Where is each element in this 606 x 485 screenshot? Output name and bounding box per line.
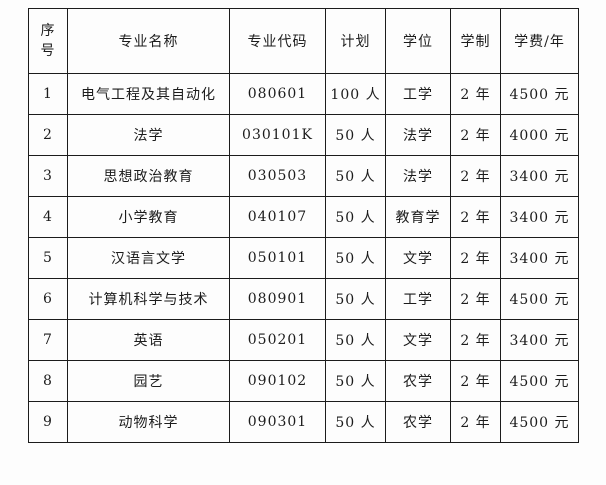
table-row: 8 园艺 090102 50 人 农学 2 年 4500 元: [28, 360, 579, 402]
cell-no: 9: [28, 401, 68, 443]
table-row: 4 小学教育 040107 50 人 教育学 2 年 3400 元: [28, 196, 579, 238]
cell-no: 4: [28, 196, 68, 238]
cell-major-code: 040107: [229, 196, 326, 238]
majors-table-container: 序号 专业名称 专业代码 计划 学位 学制 学费/年 1 电气工程及其自动化 0…: [28, 8, 579, 443]
table-row: 6 计算机科学与技术 080901 50 人 工学 2 年 4500 元: [28, 278, 579, 320]
cell-fee: 3400 元: [500, 155, 579, 197]
cell-major-name: 计算机科学与技术: [67, 278, 230, 320]
cell-no: 8: [28, 360, 68, 402]
cell-major-code: 030101K: [229, 114, 326, 156]
cell-major-name: 法学: [67, 114, 230, 156]
cell-major-code: 090301: [229, 401, 326, 443]
cell-plan: 50 人: [325, 237, 386, 279]
cell-major-name: 园艺: [67, 360, 230, 402]
header-cell-fee: 学费/年: [500, 8, 579, 74]
cell-degree: 文学: [385, 237, 451, 279]
table-row: 1 电气工程及其自动化 080601 100 人 工学 2 年 4500 元: [28, 73, 579, 115]
header-cell-name: 专业名称: [67, 8, 230, 74]
table-row: 3 思想政治教育 030503 50 人 法学 2 年 3400 元: [28, 155, 579, 197]
cell-no: 5: [28, 237, 68, 279]
cell-no: 3: [28, 155, 68, 197]
cell-duration: 2 年: [450, 278, 501, 320]
cell-duration: 2 年: [450, 237, 501, 279]
cell-fee: 4000 元: [500, 114, 579, 156]
header-label-no: 序号: [40, 22, 56, 59]
table-row: 9 动物科学 090301 50 人 农学 2 年 4500 元: [28, 401, 579, 443]
cell-fee: 4500 元: [500, 278, 579, 320]
cell-duration: 2 年: [450, 155, 501, 197]
cell-major-code: 050201: [229, 319, 326, 361]
table-row: 7 英语 050201 50 人 文学 2 年 3400 元: [28, 319, 579, 361]
cell-major-code: 030503: [229, 155, 326, 197]
cell-no: 1: [28, 73, 68, 115]
cell-major-name: 电气工程及其自动化: [67, 73, 230, 115]
header-cell-plan: 计划: [325, 8, 386, 74]
majors-admission-table: 序号 专业名称 专业代码 计划 学位 学制 学费/年 1 电气工程及其自动化 0…: [28, 8, 579, 443]
cell-major-name: 思想政治教育: [67, 155, 230, 197]
cell-plan: 50 人: [325, 155, 386, 197]
cell-no: 6: [28, 278, 68, 320]
cell-fee: 3400 元: [500, 196, 579, 238]
cell-duration: 2 年: [450, 196, 501, 238]
table-row: 5 汉语言文学 050101 50 人 文学 2 年 3400 元: [28, 237, 579, 279]
cell-no: 2: [28, 114, 68, 156]
cell-duration: 2 年: [450, 114, 501, 156]
table-row: 2 法学 030101K 50 人 法学 2 年 4000 元: [28, 114, 579, 156]
cell-degree: 工学: [385, 278, 451, 320]
cell-fee: 3400 元: [500, 237, 579, 279]
cell-major-name: 小学教育: [67, 196, 230, 238]
cell-no: 7: [28, 319, 68, 361]
cell-major-name: 汉语言文学: [67, 237, 230, 279]
cell-fee: 3400 元: [500, 319, 579, 361]
cell-plan: 50 人: [325, 278, 386, 320]
header-cell-no: 序号: [28, 8, 68, 74]
cell-plan: 50 人: [325, 114, 386, 156]
cell-degree: 工学: [385, 73, 451, 115]
cell-major-name: 动物科学: [67, 401, 230, 443]
cell-duration: 2 年: [450, 73, 501, 115]
cell-major-code: 080601: [229, 73, 326, 115]
cell-major-code: 050101: [229, 237, 326, 279]
cell-degree: 法学: [385, 155, 451, 197]
header-cell-degree: 学位: [385, 8, 451, 74]
cell-fee: 4500 元: [500, 360, 579, 402]
cell-duration: 2 年: [450, 319, 501, 361]
cell-degree: 教育学: [385, 196, 451, 238]
cell-plan: 50 人: [325, 196, 386, 238]
cell-plan: 50 人: [325, 401, 386, 443]
cell-plan: 50 人: [325, 360, 386, 402]
cell-major-name: 英语: [67, 319, 230, 361]
cell-degree: 农学: [385, 360, 451, 402]
cell-duration: 2 年: [450, 360, 501, 402]
header-cell-duration: 学制: [450, 8, 501, 74]
cell-fee: 4500 元: [500, 401, 579, 443]
cell-major-code: 080901: [229, 278, 326, 320]
header-row: 序号 专业名称 专业代码 计划 学位 学制 学费/年: [28, 8, 579, 74]
cell-plan: 50 人: [325, 319, 386, 361]
cell-plan: 100 人: [325, 73, 386, 115]
cell-degree: 文学: [385, 319, 451, 361]
cell-degree: 农学: [385, 401, 451, 443]
cell-fee: 4500 元: [500, 73, 579, 115]
cell-degree: 法学: [385, 114, 451, 156]
cell-major-code: 090102: [229, 360, 326, 402]
header-cell-code: 专业代码: [229, 8, 326, 74]
cell-duration: 2 年: [450, 401, 501, 443]
